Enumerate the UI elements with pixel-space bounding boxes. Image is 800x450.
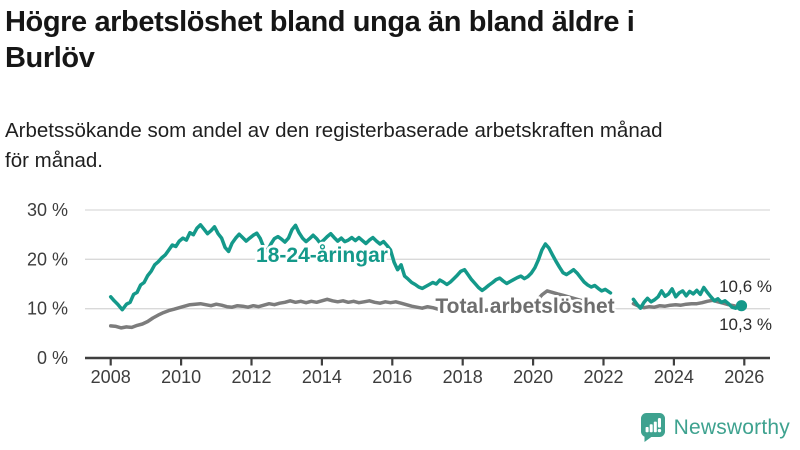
x-tick-label: 2010 [161,367,201,387]
y-tick-label: 0 % [37,348,68,368]
series-label-total: Total arbetslöshet [435,295,614,318]
end-point-marker [735,300,748,312]
end-value-label-total: 10,3 % [719,315,772,334]
newsworthy-logo-icon [640,413,665,442]
y-tick-label: 20 % [27,249,68,269]
chart-subtitle: Arbetssökande som andel av den registerb… [5,116,790,176]
series-line-young [108,223,613,312]
x-tick-label: 2022 [583,367,623,387]
y-tick-label: 30 % [27,200,68,220]
x-tick-label: 2014 [302,367,342,387]
chart-subtitle-line2: för månad. [5,149,103,172]
x-tick-label: 2012 [231,367,271,387]
y-tick-label: 10 % [27,299,68,319]
end-value-label-young: 10,6 % [719,277,772,296]
chart-subtitle-line1: Arbetssökande som andel av den registerb… [5,119,663,142]
x-tick-label: 2018 [443,367,483,387]
series-line-young [631,285,744,310]
series-line-total [108,289,613,330]
page-title-line2: Burlöv [5,42,95,74]
x-tick-label: 2026 [724,367,764,387]
page-title-line1: Högre arbetslöshet bland unga än bland ä… [5,6,635,38]
x-tick-label: 2016 [372,367,412,387]
brand-footer: Newsworthy [640,413,790,443]
page-title: Högre arbetslöshet bland unga än bland ä… [5,4,785,76]
x-tick-label: 2024 [654,367,694,387]
x-tick-label: 2020 [513,367,553,387]
series-label-young: 18-24-åringar [256,244,388,267]
series-line-total [631,298,744,310]
x-tick-label: 2008 [91,367,131,387]
brand-name: Newsworthy [673,416,790,439]
